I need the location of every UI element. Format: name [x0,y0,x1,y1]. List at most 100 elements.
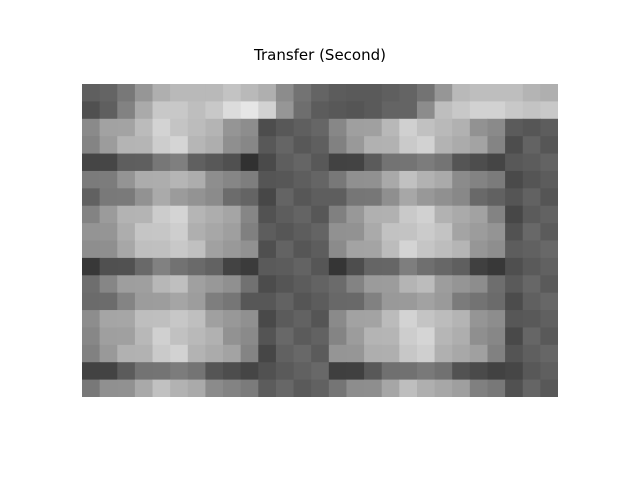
heatmap-cell [293,170,312,189]
heatmap-cell [134,118,154,137]
heatmap-cell [522,310,541,329]
heatmap-cell [434,223,453,242]
heatmap-cell [364,153,383,172]
heatmap-cell [399,257,418,276]
chart-title: Transfer (Second) [254,46,386,64]
heatmap-cell [522,153,541,172]
heatmap-cell [416,257,436,276]
heatmap-cell [240,292,259,311]
heatmap-cell [469,84,489,102]
heatmap-cell [205,240,224,259]
heatmap-cell [275,275,295,294]
heatmap-cell [82,379,101,397]
heatmap-cell [346,136,365,155]
heatmap-cell [99,136,118,155]
heatmap-cell [399,344,418,363]
heatmap-cell [117,379,136,397]
heatmap-cell [381,344,400,363]
heatmap-cell [99,118,118,137]
heatmap-cell [223,240,242,259]
heatmap-cell [469,310,489,329]
heatmap-cell [258,223,277,242]
heatmap-cell [134,136,154,155]
heatmap-cell [134,379,154,397]
heatmap-cell [522,257,541,276]
heatmap-cell [434,327,453,346]
heatmap-cell [170,275,189,294]
heatmap-cell [170,310,189,329]
heatmap-cell [469,362,489,381]
heatmap-cell [258,292,277,311]
heatmap-cell [434,275,453,294]
heatmap-cell [258,275,277,294]
heatmap-cell [346,362,365,381]
heatmap-cell [99,101,118,120]
heatmap-cell [487,292,506,311]
heatmap-cell [399,379,418,397]
heatmap-cell [505,170,524,189]
heatmap-cell [293,292,312,311]
heatmap-cell [416,379,436,397]
heatmap-cell [364,327,383,346]
heatmap-cell [240,118,259,137]
heatmap-cell [275,136,295,155]
heatmap-cell [540,136,558,155]
heatmap-cell [399,188,418,207]
heatmap-cell [540,257,558,276]
heatmap-cell [416,292,436,311]
heatmap-cell [275,257,295,276]
heatmap-cell [381,379,400,397]
heatmap-cell [134,310,154,329]
heatmap-cell [205,223,224,242]
heatmap-cell [452,136,471,155]
heatmap-cell [452,344,471,363]
heatmap-cell [540,170,558,189]
heatmap-cell [346,101,365,120]
heatmap-cell [170,344,189,363]
heatmap-cell [364,257,383,276]
heatmap-cell [99,379,118,397]
heatmap-cell [487,223,506,242]
heatmap-cell [240,257,259,276]
heatmap-cell [505,188,524,207]
heatmap-cell [364,188,383,207]
heatmap-cell [170,327,189,346]
heatmap-cell [187,362,207,381]
heatmap-cell [293,205,312,224]
heatmap-cell [170,205,189,224]
heatmap-cell [293,240,312,259]
heatmap-cell [522,118,541,137]
heatmap-cell [452,240,471,259]
heatmap-cell [469,379,489,397]
heatmap-cell [117,292,136,311]
heatmap-cell [152,223,171,242]
heatmap-cell [99,223,118,242]
heatmap-cell [487,240,506,259]
heatmap-cell [540,275,558,294]
heatmap-cell [328,240,348,259]
heatmap-cell [364,205,383,224]
heatmap-cell [399,153,418,172]
heatmap-cell [540,101,558,120]
heatmap-cell [434,379,453,397]
heatmap-cell [205,205,224,224]
heatmap-cell [134,205,154,224]
heatmap-cell [134,257,154,276]
heatmap-cell [540,223,558,242]
heatmap-cell [258,379,277,397]
heatmap-cell [399,101,418,120]
heatmap-cell [134,292,154,311]
heatmap-cell [487,118,506,137]
heatmap-cell [152,240,171,259]
heatmap-cell [293,257,312,276]
heatmap-cell [134,153,154,172]
heatmap-cell [205,310,224,329]
heatmap-cell [152,118,171,137]
heatmap-cell [82,223,101,242]
heatmap-cell [346,205,365,224]
heatmap-cell [240,379,259,397]
heatmap-cell [434,205,453,224]
heatmap-cell [487,362,506,381]
heatmap-cell [223,310,242,329]
heatmap-cell [275,153,295,172]
